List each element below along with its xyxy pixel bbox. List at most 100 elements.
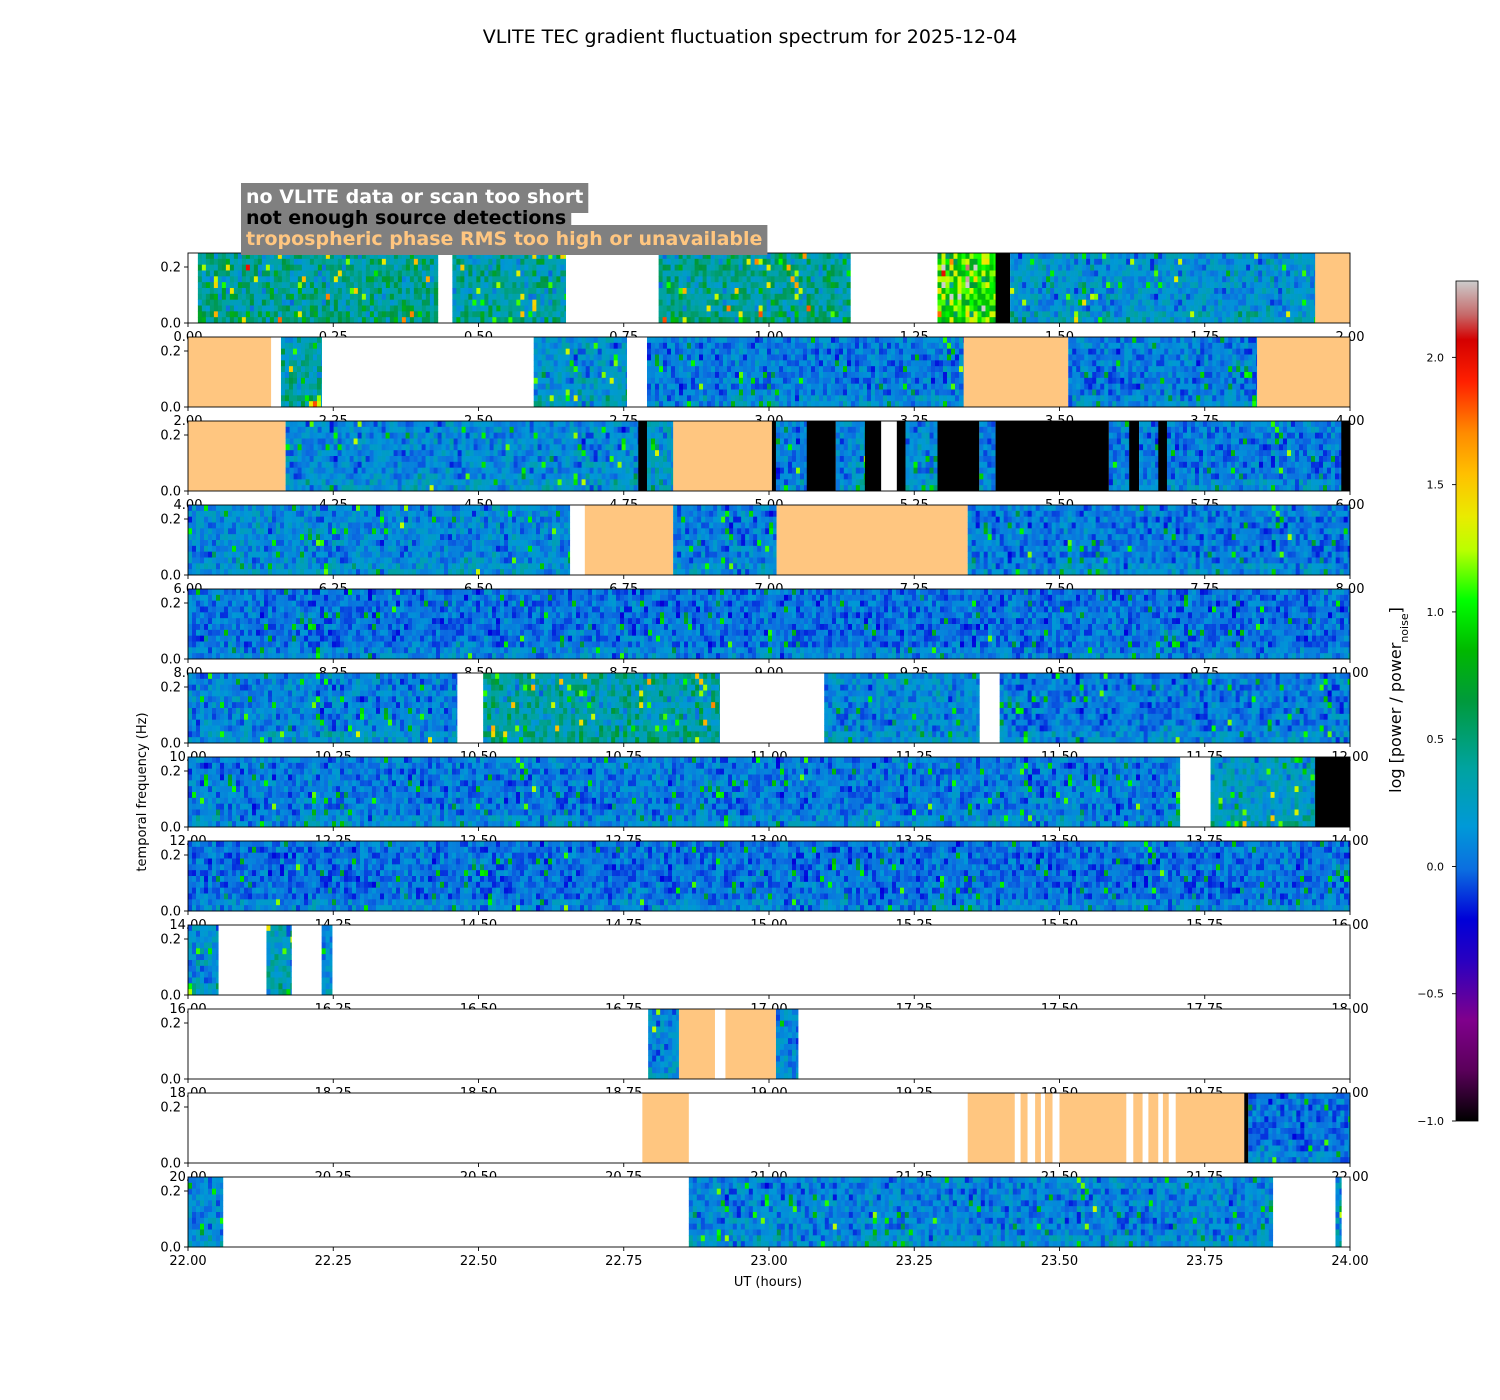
heatmap-cell (310, 271, 314, 277)
heatmap-cell (552, 288, 556, 294)
heatmap-cell (222, 317, 226, 323)
heatmap-cell (516, 306, 520, 312)
heatmap-cell (548, 271, 552, 277)
heatmap-cell (715, 300, 719, 306)
heatmap-cell (663, 265, 667, 271)
heatmap-cell (382, 259, 386, 265)
heatmap-cell (382, 265, 386, 271)
heatmap-cell (386, 276, 390, 282)
heatmap-cell (715, 276, 719, 282)
heatmap-cell (202, 265, 206, 271)
heatmap-cell (386, 311, 390, 317)
heatmap-cell (426, 317, 430, 323)
heatmap-cell (286, 288, 290, 294)
heatmap-cell (456, 282, 460, 288)
heatmap-cell (552, 294, 556, 300)
heatmap-cell (488, 294, 492, 300)
heatmap-cell (520, 294, 524, 300)
heatmap-cell (354, 317, 358, 323)
heatmap-cell (354, 271, 358, 277)
heatmap-cell (270, 288, 274, 294)
heatmap-cell (703, 282, 707, 288)
heatmap-cell (238, 265, 242, 271)
heatmap-cell (719, 259, 723, 265)
heatmap-cell (198, 311, 202, 317)
heatmap-cell (390, 306, 394, 312)
heatmap-cell (378, 288, 382, 294)
heatmap-cell (306, 259, 310, 265)
heatmap-cell (532, 311, 536, 317)
heatmap-cell (703, 265, 707, 271)
heatmap-cell (306, 276, 310, 282)
heatmap-cell (342, 288, 346, 294)
heatmap-cell (659, 282, 663, 288)
heatmap-cell (464, 288, 468, 294)
heatmap-cell (719, 288, 723, 294)
heatmap-cell (548, 294, 552, 300)
heatmap-cell (707, 271, 711, 277)
heatmap-cell (504, 317, 508, 323)
heatmap-cell (464, 294, 468, 300)
heatmap-cell (414, 282, 418, 288)
heatmap-cell (671, 259, 675, 265)
heatmap-cell (358, 288, 362, 294)
heatmap-cell (723, 276, 727, 282)
heatmap-cell (731, 265, 735, 271)
heatmap-cell (715, 294, 719, 300)
heatmap-cell (366, 259, 370, 265)
heatmap-cell (306, 300, 310, 306)
heatmap-cell (250, 317, 254, 323)
heatmap-cell (564, 317, 566, 323)
heatmap-cell (418, 311, 422, 317)
heatmap-cell (456, 300, 460, 306)
heatmap-cell (314, 300, 318, 306)
heatmap-cell (330, 271, 334, 277)
heatmap-cell (536, 300, 540, 306)
heatmap-cell (218, 265, 222, 271)
heatmap-cell (266, 265, 270, 271)
heatmap-cell (306, 294, 310, 300)
heatmap-cell (520, 300, 524, 306)
heatmap-cell (468, 288, 472, 294)
heatmap-cell (671, 288, 675, 294)
heatmap-cell (556, 271, 560, 277)
heatmap-cell (322, 259, 326, 265)
heatmap-cell (679, 317, 683, 323)
heatmap-cell (330, 294, 334, 300)
heatmap-cell (675, 311, 679, 317)
heatmap-cell (500, 282, 504, 288)
heatmap-cell (374, 282, 378, 288)
heatmap-cell (198, 253, 202, 259)
heatmap-cell (512, 300, 516, 306)
heatmap-cell (314, 294, 318, 300)
heatmap-cell (667, 317, 671, 323)
heatmap-cell (683, 311, 687, 317)
heatmap-cell (675, 259, 679, 265)
heatmap-cell (476, 282, 480, 288)
heatmap-cell (370, 294, 374, 300)
heatmap-cell (727, 259, 731, 265)
heatmap-cell (667, 294, 671, 300)
heatmap-cell (456, 294, 460, 300)
heatmap-cell (358, 271, 362, 277)
heatmap-cell (456, 259, 460, 265)
heatmap-cell (386, 288, 390, 294)
heatmap-cell (290, 294, 294, 300)
heatmap-cell (468, 317, 472, 323)
heatmap-cell (663, 306, 667, 312)
heatmap-cell (242, 306, 246, 312)
heatmap-cell (695, 276, 699, 282)
heatmap-cell (536, 311, 540, 317)
heatmap-cell (480, 259, 484, 265)
heatmap-cell (703, 271, 707, 277)
heatmap-cell (270, 317, 274, 323)
heatmap-cell (290, 300, 294, 306)
heatmap-cell (206, 294, 210, 300)
heatmap-cell (520, 282, 524, 288)
heatmap-cell (234, 288, 238, 294)
heatmap-cell (552, 317, 556, 323)
heatmap-cell (378, 282, 382, 288)
heatmap-cell (528, 300, 532, 306)
heatmap-cell (532, 294, 536, 300)
heatmap-cell (278, 306, 282, 312)
